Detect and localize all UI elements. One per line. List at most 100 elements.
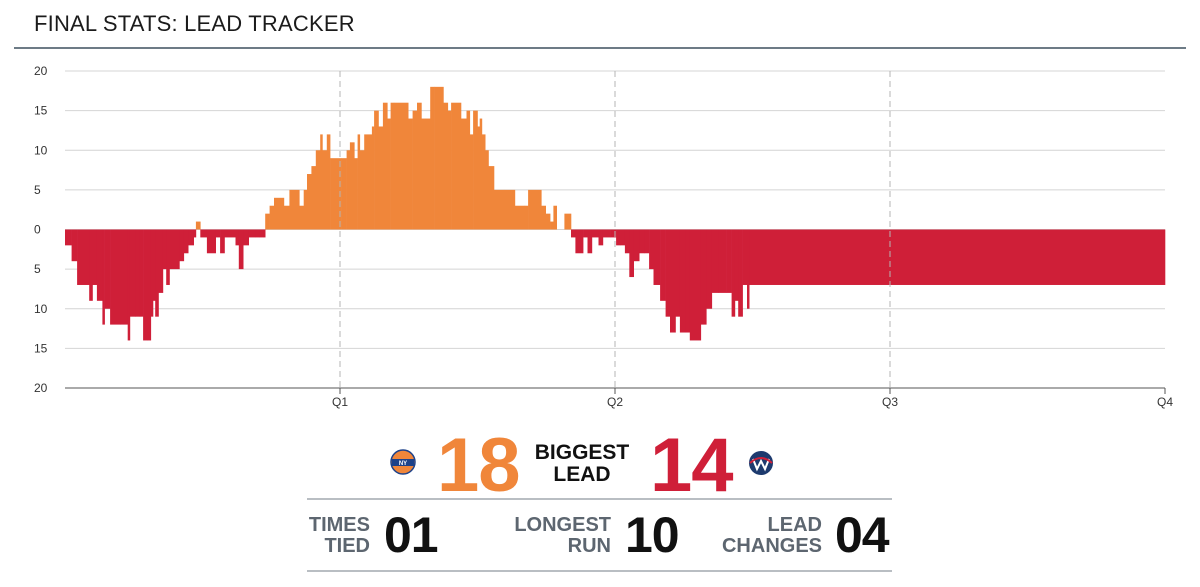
- away-lead-bar: [220, 229, 225, 254]
- away-lead-bar: [238, 229, 244, 270]
- lead-changes-label: LEAD CHANGES: [721, 514, 822, 557]
- home-lead-bar: [466, 110, 471, 230]
- home-lead-bar: [477, 126, 480, 230]
- away-lead-bar: [718, 229, 727, 293]
- away-lead-bar: [102, 229, 105, 325]
- home-lead-bar: [322, 150, 328, 230]
- lead-tracker-chart: 20 15 10 5 0 5 10 15 20 Q1 Q2 Q3 Q4: [34, 64, 1173, 409]
- away-lead-bar: [215, 229, 221, 238]
- home-lead-bar: [447, 110, 452, 230]
- y-tick-label: 10: [34, 302, 48, 316]
- away-lead-bar: [583, 229, 588, 238]
- home-lead-bar: [299, 205, 304, 230]
- away-lead-bar: [689, 229, 702, 341]
- away-lead-bar: [734, 229, 739, 301]
- away-lead-bar: [639, 229, 645, 254]
- away-lead-bar: [711, 229, 719, 293]
- home-lead-bar: [393, 102, 409, 230]
- home-lead-bar: [473, 110, 478, 230]
- away-lead-bar: [71, 229, 78, 262]
- biggest-lead-label: BIGGEST LEAD: [534, 441, 630, 486]
- y-tick-label: 5: [34, 262, 41, 276]
- away-lead-bar: [235, 229, 240, 246]
- away-lead-bar: [747, 229, 750, 309]
- away-lead-bar: [193, 229, 197, 238]
- home-lead-bar: [311, 166, 317, 230]
- home-lead-bar: [387, 118, 391, 230]
- away-lead-bar: [65, 229, 72, 246]
- svg-text:NY: NY: [399, 461, 407, 467]
- times-tied-label: TIMES TIED: [308, 514, 370, 557]
- home-lead-bar: [425, 118, 431, 230]
- away-lead-bar: [749, 229, 1166, 285]
- home-lead-bar: [421, 118, 427, 230]
- away-lead-bar: [629, 229, 634, 278]
- away-lead-bar: [700, 229, 707, 325]
- home-lead-bar: [289, 189, 300, 230]
- away-lead-bar: [571, 229, 576, 238]
- away-lead-bar: [575, 229, 584, 254]
- home-lead-bar: [354, 158, 358, 230]
- home-lead-bar: [378, 126, 384, 230]
- away-lead-bar: [591, 229, 599, 238]
- home-lead-bar: [346, 150, 351, 230]
- away-lead-bar: [158, 229, 164, 293]
- away-lead-bar: [248, 229, 256, 238]
- home-lead-bar: [315, 150, 321, 230]
- y-tick-label: 15: [34, 104, 48, 118]
- away-lead-bar: [143, 229, 148, 341]
- home-lead-bar: [469, 134, 474, 230]
- away-lead-bar: [259, 229, 264, 238]
- home-lead-bar: [326, 134, 331, 230]
- home-lead-bar: [479, 118, 483, 230]
- away-lead-bar: [153, 229, 156, 301]
- home-lead-bar: [451, 102, 462, 230]
- home-lead-bar: [274, 197, 285, 230]
- home-biggest-lead: 18: [437, 423, 521, 508]
- home-lead-bar: [412, 110, 418, 230]
- away-lead-bar: [610, 229, 617, 238]
- away-lead-bar: [738, 229, 743, 317]
- longest-run-label: LONGEST RUN: [514, 514, 611, 557]
- x-tick-label: Q2: [607, 395, 623, 409]
- away-lead-bar: [742, 229, 748, 285]
- away-lead-bar: [200, 229, 208, 238]
- away-lead-bar: [92, 229, 98, 285]
- away-lead-bar: [243, 229, 249, 246]
- away-lead-bar: [644, 229, 650, 254]
- knicks-logo-icon: NY: [390, 449, 416, 475]
- home-lead-bar: [528, 189, 542, 230]
- away-lead-bar: [675, 229, 681, 317]
- away-biggest-lead: 14: [650, 423, 734, 508]
- away-lead-bar: [653, 229, 661, 285]
- away-lead-bar: [263, 229, 266, 238]
- home-lead-bar: [430, 86, 435, 230]
- home-lead-bar: [481, 134, 486, 230]
- home-lead-bar: [494, 189, 505, 230]
- away-lead-bar: [224, 229, 236, 238]
- home-lead-bar: [550, 221, 554, 230]
- away-lead-bar: [624, 229, 630, 254]
- away-lead-bar: [155, 229, 159, 317]
- home-lead-bar: [307, 174, 312, 230]
- home-lead-bar: [330, 158, 342, 230]
- home-lead-bar: [364, 134, 373, 230]
- away-lead-bar: [139, 229, 144, 317]
- stats-divider-top: [307, 498, 892, 500]
- home-lead-bar: [443, 102, 449, 230]
- home-lead-bar: [371, 126, 375, 230]
- away-lead-bar: [188, 229, 194, 246]
- home-lead-bar: [320, 134, 323, 230]
- home-lead-bar: [503, 189, 516, 230]
- home-lead-bar: [374, 110, 379, 230]
- y-tick-label: 0: [34, 223, 41, 237]
- home-lead-bar: [541, 205, 546, 230]
- wizards-logo-icon: [749, 451, 773, 475]
- away-lead-bar: [649, 229, 654, 270]
- away-lead-bar: [620, 229, 626, 246]
- away-lead-bar: [670, 229, 676, 333]
- away-lead-bar: [255, 229, 260, 238]
- away-lead-bar: [77, 229, 90, 285]
- away-lead-bar: [162, 229, 167, 270]
- away-lead-bar: [685, 229, 691, 333]
